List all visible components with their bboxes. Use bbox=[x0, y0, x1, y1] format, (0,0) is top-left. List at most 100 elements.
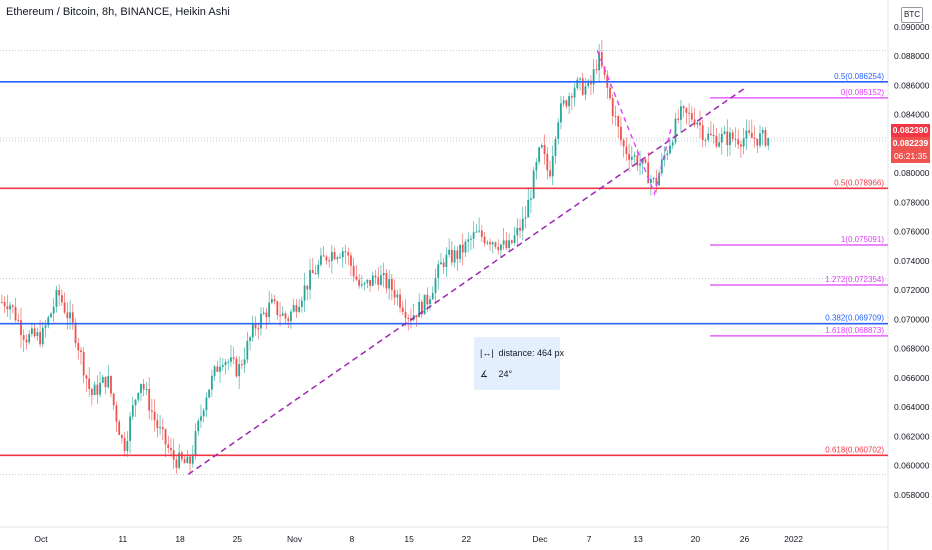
candle-body bbox=[497, 246, 500, 251]
candle-body bbox=[431, 292, 434, 300]
trendline[interactable] bbox=[187, 87, 745, 475]
candle-body bbox=[486, 242, 489, 244]
candle-body bbox=[565, 100, 568, 107]
candle-body bbox=[159, 427, 161, 429]
candle-body bbox=[257, 328, 260, 330]
candle-body bbox=[669, 145, 671, 154]
candle-body bbox=[461, 244, 464, 253]
candle-body bbox=[472, 232, 475, 239]
candle-body bbox=[360, 284, 363, 286]
candle-body bbox=[753, 137, 756, 139]
candle-body bbox=[298, 306, 301, 312]
candle-body bbox=[33, 328, 36, 337]
candle-body bbox=[374, 275, 377, 278]
candle-body bbox=[284, 313, 287, 319]
candle-body bbox=[712, 134, 715, 136]
fib-extension-path[interactable] bbox=[596, 50, 672, 196]
candle-body bbox=[450, 249, 453, 263]
candle-body bbox=[764, 129, 767, 146]
x-tick-label: 18 bbox=[175, 534, 185, 544]
candle-body bbox=[183, 459, 186, 464]
y-tick-label: 0.062000 bbox=[894, 431, 930, 441]
candle-body bbox=[483, 236, 486, 244]
candle-body bbox=[748, 130, 750, 133]
candle-body bbox=[666, 153, 669, 156]
candle-body bbox=[696, 122, 699, 125]
candle-body bbox=[396, 294, 399, 298]
candle-body bbox=[453, 250, 456, 263]
candle-body bbox=[377, 277, 380, 285]
candle-body bbox=[568, 96, 571, 107]
candle-body bbox=[287, 318, 290, 322]
candle-body bbox=[167, 444, 170, 449]
candle-body bbox=[595, 69, 598, 71]
candle-body bbox=[652, 177, 655, 180]
candle-body bbox=[600, 52, 603, 67]
candle-body bbox=[459, 244, 461, 259]
candle-body bbox=[134, 399, 137, 406]
candle-body bbox=[494, 242, 497, 247]
candle-body bbox=[350, 255, 352, 266]
fib-level-label: 0.5(0.078966) bbox=[834, 178, 884, 187]
candle-body bbox=[644, 159, 647, 163]
candle-body bbox=[104, 376, 107, 388]
candle-body bbox=[671, 142, 674, 146]
candle-body bbox=[622, 140, 625, 147]
candle-body bbox=[189, 456, 191, 464]
candle-body bbox=[699, 122, 701, 126]
candle-body bbox=[737, 139, 740, 145]
candle-body bbox=[110, 375, 112, 394]
candle-body bbox=[390, 279, 393, 291]
candle-body bbox=[210, 375, 213, 390]
candle-body bbox=[246, 341, 249, 360]
candle-body bbox=[677, 118, 680, 120]
y-tick-label: 0.072000 bbox=[894, 285, 930, 295]
candle-body bbox=[22, 335, 25, 340]
candle-body bbox=[232, 357, 235, 359]
candle-body bbox=[388, 279, 391, 289]
y-tick-label: 0.080000 bbox=[894, 168, 930, 178]
candle-body bbox=[281, 313, 284, 316]
candle-body bbox=[303, 285, 306, 301]
candle-body bbox=[407, 317, 410, 319]
candle-body bbox=[69, 312, 71, 319]
candle-body bbox=[570, 96, 573, 98]
distance-label: distance: 464 px bbox=[498, 348, 565, 358]
candle-body bbox=[74, 322, 77, 344]
candle-body bbox=[734, 138, 737, 140]
candle-body bbox=[249, 337, 251, 342]
candle-body bbox=[191, 454, 194, 464]
candle-body bbox=[745, 130, 748, 139]
candle-body bbox=[325, 256, 328, 261]
candle-body bbox=[562, 100, 565, 104]
candle-body bbox=[524, 217, 527, 219]
candle-body bbox=[268, 302, 271, 318]
candle-body bbox=[404, 312, 407, 318]
candle-body bbox=[731, 132, 734, 139]
candle-body bbox=[467, 239, 470, 242]
candle-body bbox=[317, 264, 320, 274]
candle-body bbox=[584, 86, 587, 95]
candle-body bbox=[399, 294, 401, 308]
currency-badge[interactable]: BTC bbox=[901, 7, 923, 23]
candle-body bbox=[418, 301, 421, 318]
candle-body bbox=[25, 339, 28, 343]
candle-body bbox=[573, 88, 576, 98]
candle-body bbox=[63, 302, 66, 313]
y-tick-label: 0.084000 bbox=[894, 110, 930, 120]
x-tick-label: 26 bbox=[740, 534, 750, 544]
candle-body bbox=[9, 305, 11, 310]
candle-body bbox=[101, 376, 104, 383]
last-price-tag: 0.082390 bbox=[891, 124, 930, 137]
candle-body bbox=[682, 106, 685, 109]
x-tick-label: 11 bbox=[118, 534, 127, 544]
candle-body bbox=[663, 155, 666, 160]
y-tick-label: 0.086000 bbox=[894, 80, 930, 90]
candle-body bbox=[216, 366, 219, 372]
candle-body bbox=[704, 139, 707, 141]
candle-body bbox=[20, 320, 22, 336]
candle-body bbox=[434, 277, 437, 293]
candle-body bbox=[557, 122, 560, 139]
candle-body bbox=[336, 257, 339, 260]
